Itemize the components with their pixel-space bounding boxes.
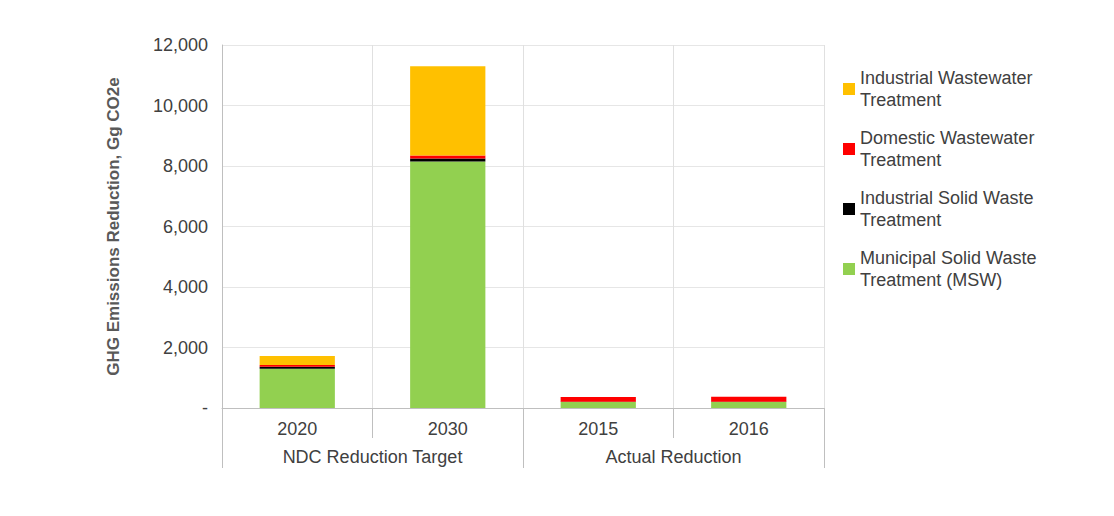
svg-text:2030: 2030 xyxy=(428,419,468,439)
svg-text:Actual Reduction: Actual Reduction xyxy=(605,447,741,467)
svg-text:Industrial Wastewater: Industrial Wastewater xyxy=(860,68,1037,88)
svg-text:-: - xyxy=(202,398,208,418)
svg-text:Treatment (MSW): Treatment (MSW) xyxy=(860,270,1002,290)
svg-text:2015: 2015 xyxy=(578,419,618,439)
svg-text:8,000: 8,000 xyxy=(163,156,208,176)
svg-text:NDC Reduction Target: NDC Reduction Target xyxy=(283,447,463,467)
svg-text:12,000: 12,000 xyxy=(153,35,208,55)
svg-text:6,000: 6,000 xyxy=(163,217,208,237)
svg-text:2016: 2016 xyxy=(729,419,769,439)
svg-text:GHG Emissions Reduction, Gg CO: GHG Emissions Reduction, Gg CO2e xyxy=(104,77,123,376)
svg-text:Treatment: Treatment xyxy=(860,210,941,230)
svg-text:Treatment: Treatment xyxy=(860,150,941,170)
svg-text:4,000: 4,000 xyxy=(163,277,208,297)
svg-text:2,000: 2,000 xyxy=(163,338,208,358)
svg-text:Treatment: Treatment xyxy=(860,90,941,110)
svg-text:Municipal Solid Waste: Municipal Solid Waste xyxy=(860,248,1041,268)
svg-text:10,000: 10,000 xyxy=(153,96,208,116)
svg-text:Domestic Wastewater: Domestic Wastewater xyxy=(860,128,1039,148)
svg-text:2020: 2020 xyxy=(277,419,317,439)
svg-text:Industrial Solid Waste: Industrial Solid Waste xyxy=(860,188,1038,208)
